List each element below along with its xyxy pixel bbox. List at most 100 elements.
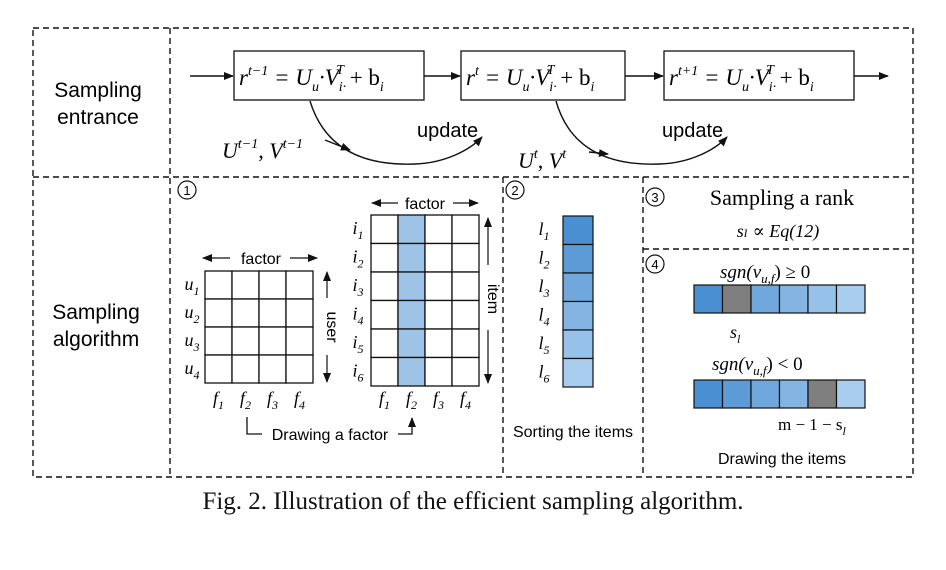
item-factor-matrix: i1 i2 i3 i4 i5 i6 f1 f2 f3 f4 — [352, 214, 480, 412]
user-factor-label: f4 — [294, 388, 305, 412]
item-matrix-cell — [424, 271, 453, 302]
negative-bar-cell — [778, 379, 809, 409]
item-factor-label: f4 — [460, 388, 471, 412]
negative-bar-cell — [750, 379, 781, 409]
user-matrix-cell — [285, 298, 314, 328]
user-matrix-cell — [258, 354, 287, 384]
user-matrix-cell — [258, 270, 287, 300]
item-matrix-cell — [370, 356, 399, 387]
user-matrix-cell — [231, 270, 260, 300]
drawing-factor-label: Drawing a factor — [272, 427, 389, 444]
item-row-label: i4 — [352, 304, 363, 328]
sorted-item-label: l1 — [538, 219, 549, 243]
item-row-label: i6 — [352, 361, 363, 385]
user-matrix-cell — [285, 326, 314, 356]
params-t-minus-1: Ut−1, Vt−1 — [222, 137, 303, 163]
badge-3: 3 — [651, 190, 658, 205]
figure-caption: Fig. 2. Illustration of the efficient sa… — [202, 488, 744, 515]
item-matrix-cell — [451, 328, 480, 359]
update-curves — [309, 100, 728, 165]
draw-items-bar-positive — [693, 284, 866, 314]
sorted-item-label: l6 — [538, 362, 549, 386]
sorted-items-bar: l1 l2 l3 l4 l5 l6 — [538, 215, 594, 388]
positive-bar-cell — [778, 284, 809, 314]
row-label-entrance-2: entrance — [57, 106, 139, 129]
positive-bar-gray-cell — [721, 284, 752, 314]
item-row-label: i2 — [352, 247, 363, 271]
negative-bar-gray-cell — [807, 379, 838, 409]
user-factor-label: f3 — [267, 388, 278, 412]
item-factor-label: f1 — [379, 388, 390, 412]
row-label-algorithm-2: algorithm — [53, 328, 139, 351]
label-m-1-sl: m − 1 − sl — [778, 415, 847, 438]
item-matrix-cell — [424, 356, 453, 387]
user-matrix-cell — [285, 354, 314, 384]
user-factor-label: f2 — [240, 388, 251, 412]
item-matrix-cell — [370, 242, 399, 273]
item-matrix-cell — [424, 328, 453, 359]
sampling-rank-title: Sampling a rank — [710, 185, 854, 210]
formula-t-plus-1: rt+1 = Uu·Vi·T + bi — [669, 63, 814, 95]
user-matrix-cell — [285, 270, 314, 300]
sorted-item-cell — [562, 329, 594, 360]
item-matrix-cell — [424, 242, 453, 273]
item-matrix-cell — [424, 214, 453, 245]
user-matrix-cell — [231, 298, 260, 328]
params-t: Ut, Vt — [518, 147, 567, 173]
item-axis-label: item — [484, 284, 501, 314]
update-label-2: update — [662, 120, 723, 142]
item-matrix-cell — [370, 328, 399, 359]
user-row-label: u1 — [185, 274, 200, 298]
formula-t: rt = Uu·Vi·T + bi — [466, 63, 594, 95]
factor-label-user: factor — [241, 251, 282, 268]
sorted-item-label: l5 — [538, 333, 549, 357]
user-matrix-cell — [204, 270, 233, 300]
item-matrix-cell-highlight — [397, 271, 426, 302]
item-matrix-cell — [370, 214, 399, 245]
item-matrix-cell — [451, 271, 480, 302]
positive-bar-cell — [750, 284, 781, 314]
sampling-figure: Sampling entrance Sampling algorithm rt−… — [32, 27, 914, 478]
row-label-algorithm-1: Sampling — [52, 301, 140, 324]
drawing-factor-bracket — [246, 417, 416, 435]
item-matrix-cell-highlight — [397, 242, 426, 273]
drawing-items-label: Drawing the items — [718, 451, 846, 468]
badge-2: 2 — [511, 183, 518, 198]
row-label-entrance-1: Sampling — [54, 79, 142, 102]
item-factor-label: f2 — [406, 388, 417, 412]
negative-bar-cell — [835, 379, 866, 409]
user-row-label: u4 — [185, 358, 200, 382]
sorted-item-cell — [562, 272, 594, 303]
item-matrix-cell — [370, 299, 399, 330]
item-matrix-cell — [451, 356, 480, 387]
positive-bar-cell — [835, 284, 866, 314]
badge-1: 1 — [183, 183, 190, 198]
item-matrix-cell-highlight — [397, 356, 426, 387]
sampling-rank-formula: sₗ ∝ Eq(12) — [737, 221, 820, 242]
row-labels: Sampling entrance Sampling algorithm — [52, 79, 142, 351]
item-matrix-cell-highlight — [397, 214, 426, 245]
label-sl: sl — [730, 322, 741, 346]
user-factor-matrix: u1 u2 u3 u4 f1 f2 f3 f4 — [185, 270, 314, 412]
positive-bar-cell — [807, 284, 838, 314]
factor-label-item: factor — [405, 196, 446, 213]
item-row-label: i5 — [352, 332, 363, 356]
sorted-item-label: l4 — [538, 305, 549, 329]
item-row-label: i3 — [352, 275, 363, 299]
dashed-frame — [32, 27, 914, 478]
user-matrix-cell — [204, 298, 233, 328]
user-matrix-cell — [231, 354, 260, 384]
user-factor-label: f1 — [213, 388, 224, 412]
negative-bar-cell — [721, 379, 752, 409]
item-matrix-cell-highlight — [397, 299, 426, 330]
badge-4: 4 — [651, 257, 658, 272]
sorting-items-label: Sorting the items — [513, 424, 633, 441]
condition-negative: sgn(vu,f) < 0 — [712, 354, 803, 378]
user-matrix-cell — [258, 326, 287, 356]
positive-bar-cell — [693, 284, 724, 314]
sorted-item-cell — [562, 300, 594, 331]
item-matrix-cell — [451, 299, 480, 330]
sorted-item-cell — [562, 215, 594, 246]
user-axis-label: user — [323, 311, 340, 343]
dimension-arrows — [202, 199, 492, 384]
